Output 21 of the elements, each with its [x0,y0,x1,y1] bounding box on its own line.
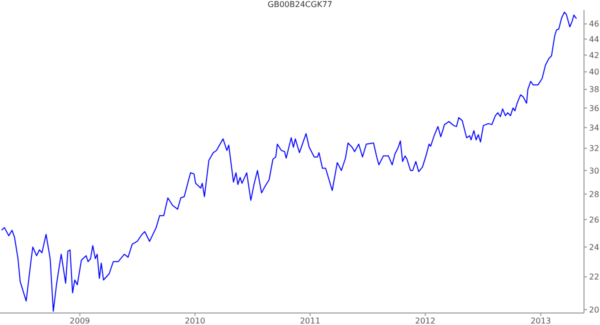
y-tick-label: 26 [589,215,600,224]
x-tick-label: 2010 [184,316,206,325]
x-tick-label: 2012 [415,316,436,325]
y-tick-label: 28 [589,190,600,199]
y-tick-label: 34 [589,123,600,132]
x-tick-label: 2013 [530,316,551,325]
y-tick-label: 32 [589,144,600,154]
y-tick-label: 44 [589,34,600,44]
x-tick-label: 2009 [70,316,90,325]
y-tick-label: 20 [589,305,600,314]
y-tick-label: 36 [589,104,600,113]
y-tick-label: 30 [589,166,600,176]
chart-title: GB00B24CGK77 [266,0,334,9]
x-tick-label: 2011 [300,316,320,325]
y-tick-label: 46 [589,20,600,29]
line-series [1,12,577,312]
y-tick-label: 24 [589,242,600,252]
y-tick-label: 42 [589,50,600,60]
y-tick-label: 40 [589,68,600,77]
y-tick-label: 22 [589,272,600,282]
y-tick-label: 38 [589,85,600,94]
